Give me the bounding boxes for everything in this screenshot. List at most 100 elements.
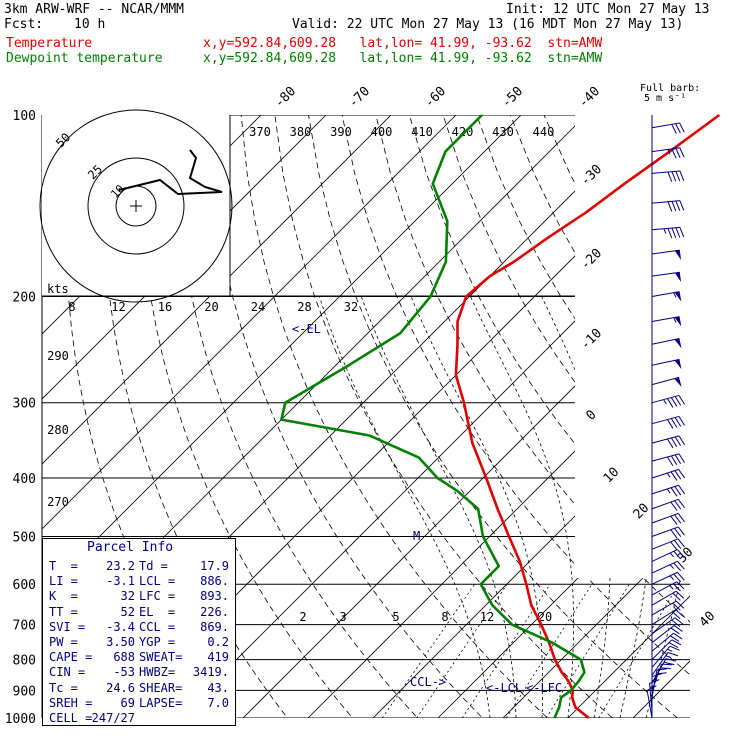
- dry-adiabat-line: [442, 115, 690, 718]
- parcel-param-value: 43.: [207, 680, 229, 695]
- wind-barb: [651, 632, 683, 652]
- pressure-tick-label: 300: [13, 397, 36, 412]
- mixing-ratio-line: [416, 583, 508, 718]
- isotherm-label: -10: [578, 326, 605, 353]
- wind-barb: [651, 484, 685, 497]
- wind-barb: [651, 435, 685, 449]
- theta-label: 410: [411, 125, 433, 139]
- theta-label: 370: [249, 125, 271, 139]
- wind-barb: [651, 560, 685, 574]
- theta-label: 440: [533, 125, 555, 139]
- parcel-param-label: HWBZ=: [139, 665, 176, 680]
- isotherm-label: -70: [346, 84, 373, 111]
- isotherm-line: [307, 115, 690, 718]
- parcel-param-value: 17.9: [200, 559, 229, 573]
- wind-barb: [651, 498, 685, 511]
- parcel-param-label: K =: [49, 589, 78, 604]
- mixing-ratio-label: 20: [538, 610, 552, 624]
- dry-adiabat-line: [375, 115, 690, 718]
- parcel-param-value: 893.: [200, 589, 229, 604]
- parcel-param-value: 419: [207, 650, 229, 665]
- isotherm-label: -20: [578, 246, 605, 273]
- wind-barb: [651, 376, 682, 388]
- hodograph-axis-label: 16: [158, 300, 172, 314]
- wind-barb: [651, 147, 685, 159]
- parcel-info-box: Parcel Info T = 23.2 Td = 17.9 LI = -3.1 LCL =…: [42, 538, 236, 726]
- level-marker-el: <-EL: [292, 322, 321, 336]
- dry-adiabat-line: [139, 115, 364, 718]
- wind-barb: [651, 291, 682, 302]
- dry-adiabat-line: [678, 115, 690, 718]
- parcel-param-value: 226.: [200, 604, 229, 619]
- parcel-param-label: CCL =: [139, 619, 176, 634]
- hodograph-axis-label: 20: [204, 300, 218, 314]
- parcel-param-value: -53: [113, 665, 135, 680]
- parcel-param-value: 247/27: [91, 711, 135, 725]
- mixing-ratio-label: 3: [339, 610, 346, 624]
- dry-adiabat-line: [173, 115, 430, 718]
- init-time: Init: 12 UTC Mon 27 May 13: [506, 2, 710, 17]
- parcel-param-label: Td =: [139, 559, 168, 573]
- dry-adiabat-line: [308, 115, 690, 718]
- temperature-location-info: x,y=592.84,609.28 lat,lon= 41.99, -93.62…: [203, 36, 603, 51]
- pressure-tick-label: 700: [13, 619, 36, 634]
- parcel-param-label: SHEAR=: [139, 680, 183, 695]
- dry-adiabat-line: [577, 115, 690, 718]
- wind-barb: [651, 538, 685, 551]
- wind-barb: [651, 226, 685, 239]
- forecast-label: Fcst:: [4, 17, 44, 32]
- parcel-param-value: 32: [120, 589, 135, 604]
- isotherm-line: [372, 115, 690, 718]
- hodograph-axis-label: 24: [251, 300, 265, 314]
- dewpoint-location-info: x,y=592.84,609.28 lat,lon= 41.99, -93.62…: [203, 51, 603, 66]
- pressure-tick-label: 800: [13, 654, 36, 669]
- parcel-param-label: TT =: [49, 604, 78, 619]
- moist-adiabat-line: [470, 296, 574, 718]
- mixing-ratio-line: [545, 583, 630, 718]
- dry-adiabat-line: [409, 115, 690, 718]
- pressure-tick-label: 200: [13, 291, 36, 306]
- parcel-param-label: YGP =: [139, 635, 176, 649]
- parcel-param-label: Tc =: [49, 680, 78, 695]
- wind-barb: [651, 512, 685, 525]
- hodograph-inset: [39, 109, 575, 303]
- parcel-param-value: 0.2: [207, 635, 229, 649]
- level-marker-lfc: <-LFC: [526, 681, 562, 695]
- mixing-ratio-label: 2: [299, 610, 306, 624]
- wind-barb: [651, 170, 685, 182]
- wind-barb: [651, 249, 682, 261]
- mixing-ratio-line: [381, 583, 475, 718]
- theta-left-label: 270: [47, 495, 69, 509]
- isotherm-label: 20: [631, 501, 653, 523]
- moist-adiabat-line: [319, 296, 491, 718]
- isotherm-line: [242, 115, 690, 718]
- wind-barb: [651, 639, 682, 660]
- parcel-param-value: 7.0: [207, 695, 229, 710]
- isotherm-label: -30: [578, 162, 605, 189]
- parcel-param-value: 24.6: [106, 680, 135, 695]
- parcel-param-label: LCL =: [139, 574, 176, 589]
- wind-barb: [651, 271, 682, 283]
- pressure-tick-label: 100: [13, 109, 36, 124]
- isotherm-line: [42, 115, 457, 718]
- parcel-param-label: SREH =: [49, 695, 93, 710]
- moist-adiabat-line: [360, 296, 517, 718]
- parcel-param-value: -3.4: [106, 619, 135, 634]
- hodograph-ring: [39, 109, 233, 303]
- valid-time: Valid: 22 UTC Mon 27 May 13 (16 MDT Mon …: [292, 17, 684, 32]
- parcel-param-label: LAPSE=: [139, 695, 183, 710]
- wind-barb: [651, 415, 685, 429]
- dry-adiabat-line: [207, 115, 496, 718]
- mixing-ratio-line: [598, 583, 680, 718]
- isotherm-line: [177, 115, 690, 718]
- theta-left-label: 280: [47, 423, 69, 437]
- mixing-ratio-label: 8: [441, 610, 448, 624]
- moist-adiabat-line: [410, 296, 543, 718]
- theta-label: 400: [371, 125, 393, 139]
- wind-barb: [651, 200, 685, 212]
- wind-barb: [651, 394, 685, 408]
- parcel-param-value: 886.: [200, 574, 229, 589]
- temperature-legend-label: Temperature: [6, 36, 93, 51]
